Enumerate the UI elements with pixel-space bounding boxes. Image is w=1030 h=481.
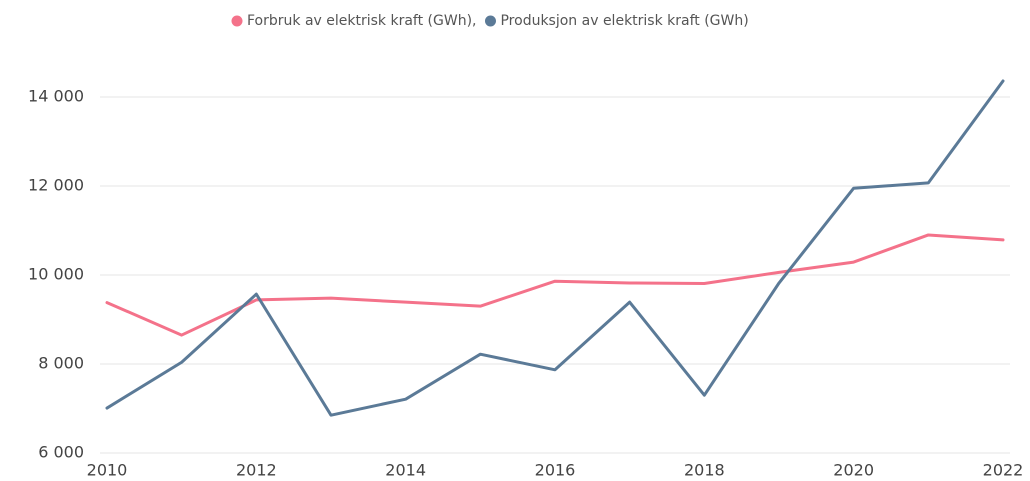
- y-tick-label: 12 000: [28, 176, 84, 195]
- series-line: [105, 79, 1005, 417]
- legend: Forbruk av elektrisk kraft (GWh), Produks…: [231, 13, 749, 29]
- x-tick-label: 2022: [983, 461, 1024, 480]
- legend-label: Produksjon av elektrisk kraft (GWh): [500, 13, 748, 29]
- y-tick-label: 8 000: [38, 354, 84, 373]
- x-tick-label: 2016: [535, 461, 576, 480]
- x-tick-label: 2014: [385, 461, 426, 480]
- legend-marker: [484, 15, 496, 27]
- x-tick-label: 2012: [236, 461, 277, 480]
- y-tick-label: 10 000: [28, 265, 84, 284]
- y-tick-label: 6 000: [38, 443, 84, 462]
- x-tick-label: 2020: [833, 461, 874, 480]
- x-tick-label: 2018: [684, 461, 725, 480]
- series-line: [105, 233, 1005, 337]
- legend-marker: [231, 15, 243, 27]
- legend-label: Forbruk av elektrisk kraft (GWh),: [247, 13, 476, 29]
- y-tick-label: 14 000: [28, 87, 84, 106]
- x-tick-label: 2010: [87, 461, 128, 480]
